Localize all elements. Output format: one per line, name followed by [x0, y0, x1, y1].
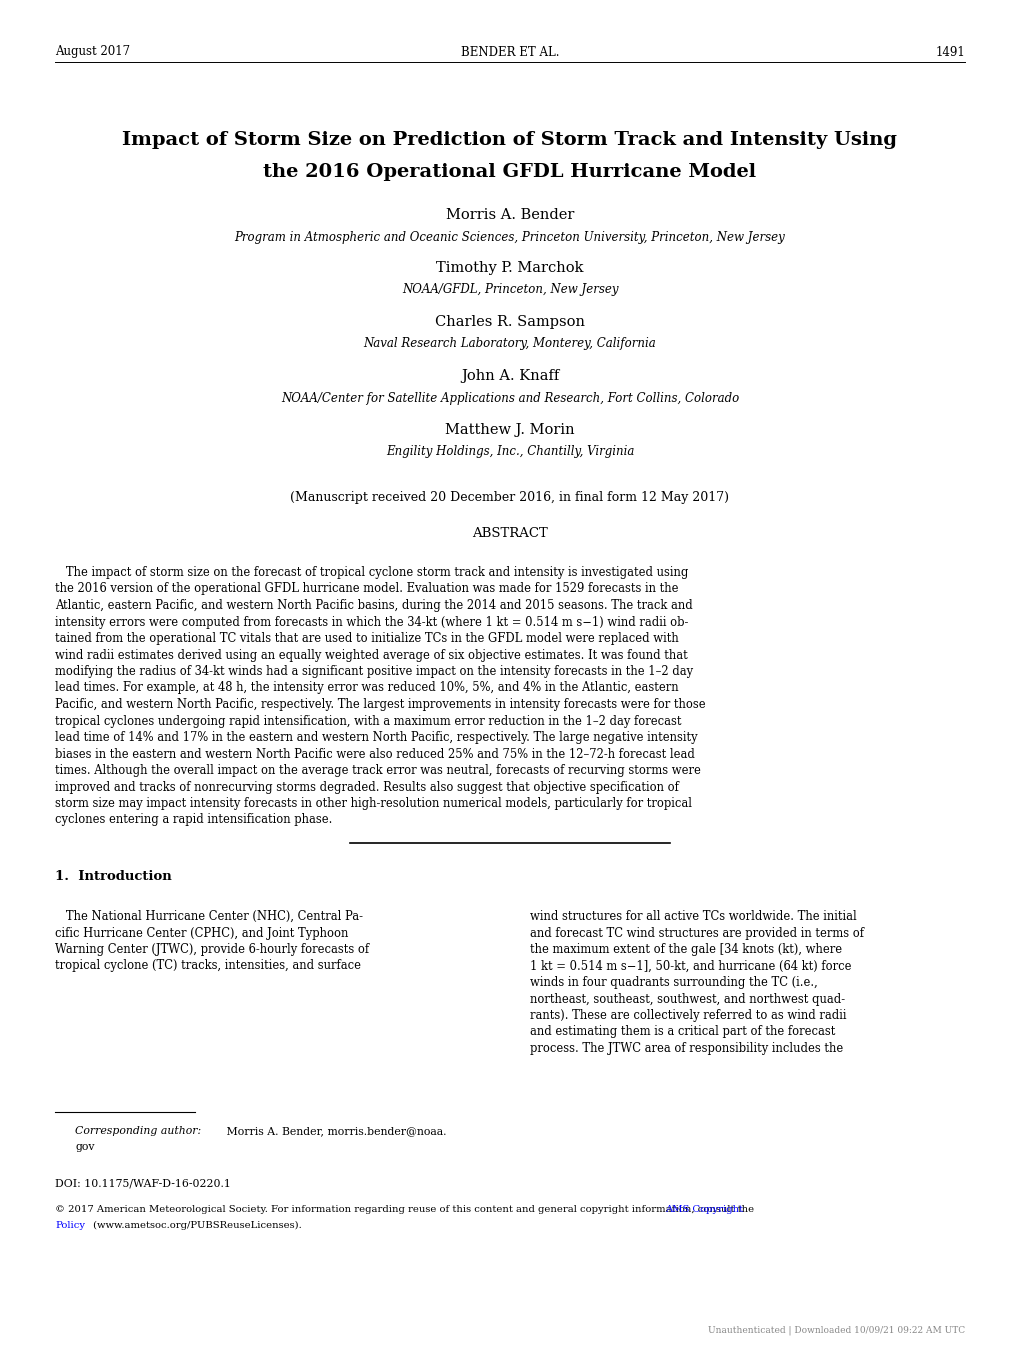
Text: Policy: Policy [55, 1221, 85, 1229]
Text: Program in Atmospheric and Oceanic Sciences, Princeton University, Princeton, Ne: Program in Atmospheric and Oceanic Scien… [234, 230, 785, 243]
Text: the 2016 Operational GFDL Hurricane Model: the 2016 Operational GFDL Hurricane Mode… [263, 163, 756, 181]
Text: Pacific, and western North Pacific, respectively. The largest improvements in in: Pacific, and western North Pacific, resp… [55, 698, 705, 711]
Text: winds in four quadrants surrounding the TC (i.e.,: winds in four quadrants surrounding the … [530, 976, 817, 989]
Text: 1.  Introduction: 1. Introduction [55, 870, 171, 884]
Text: wind structures for all active TCs worldwide. The initial: wind structures for all active TCs world… [530, 910, 856, 923]
Text: Atlantic, eastern Pacific, and western North Pacific basins, during the 2014 and: Atlantic, eastern Pacific, and western N… [55, 598, 692, 612]
Text: Charles R. Sampson: Charles R. Sampson [434, 316, 585, 329]
Text: northeast, southeast, southwest, and northwest quad-: northeast, southeast, southwest, and nor… [530, 993, 845, 1005]
Text: NOAA/Center for Satellite Applications and Research, Fort Collins, Colorado: NOAA/Center for Satellite Applications a… [280, 392, 739, 404]
Text: Unauthenticated | Downloaded 10/09/21 09:22 AM UTC: Unauthenticated | Downloaded 10/09/21 09… [707, 1326, 964, 1336]
Text: NOAA/GFDL, Princeton, New Jersey: NOAA/GFDL, Princeton, New Jersey [401, 283, 618, 296]
Text: the maximum extent of the gale [34 knots (kt), where: the maximum extent of the gale [34 knots… [530, 942, 842, 956]
Text: © 2017 American Meteorological Society. For information regarding reuse of this : © 2017 American Meteorological Society. … [55, 1205, 756, 1214]
Text: lead times. For example, at 48 h, the intensity error was reduced 10%, 5%, and 4: lead times. For example, at 48 h, the in… [55, 681, 678, 695]
Text: Timothy P. Marchok: Timothy P. Marchok [436, 261, 583, 275]
Text: intensity errors were computed from forecasts in which the 34-kt (where 1 kt = 0: intensity errors were computed from fore… [55, 616, 688, 628]
Text: tained from the operational TC vitals that are used to initialize TCs in the GFD: tained from the operational TC vitals th… [55, 632, 678, 645]
Text: modifying the radius of 34-kt winds had a significant positive impact on the int: modifying the radius of 34-kt winds had … [55, 665, 693, 679]
Text: biases in the eastern and western North Pacific were also reduced 25% and 75% in: biases in the eastern and western North … [55, 748, 694, 760]
Text: 1 kt = 0.514 m s−1], 50-kt, and hurricane (64 kt) force: 1 kt = 0.514 m s−1], 50-kt, and hurrican… [530, 960, 851, 972]
Text: The National Hurricane Center (NHC), Central Pa-: The National Hurricane Center (NHC), Cen… [55, 910, 363, 923]
Text: and estimating them is a critical part of the forecast: and estimating them is a critical part o… [530, 1025, 835, 1039]
Text: 1491: 1491 [934, 45, 964, 58]
Text: and forecast TC wind structures are provided in terms of: and forecast TC wind structures are prov… [530, 926, 863, 940]
Text: cific Hurricane Center (CPHC), and Joint Typhoon: cific Hurricane Center (CPHC), and Joint… [55, 926, 348, 940]
Text: Matthew J. Morin: Matthew J. Morin [444, 423, 575, 437]
Text: Warning Center (JTWC), provide 6-hourly forecasts of: Warning Center (JTWC), provide 6-hourly … [55, 942, 369, 956]
Text: wind radii estimates derived using an equally weighted average of six objective : wind radii estimates derived using an eq… [55, 649, 687, 661]
Text: the 2016 version of the operational GFDL hurricane model. Evaluation was made fo: the 2016 version of the operational GFDL… [55, 582, 678, 596]
Text: BENDER ET AL.: BENDER ET AL. [461, 45, 558, 58]
Text: Morris A. Bender: Morris A. Bender [445, 208, 574, 222]
Text: Morris A. Bender, morris.bender@noaa.: Morris A. Bender, morris.bender@noaa. [223, 1126, 446, 1136]
Text: Engility Holdings, Inc., Chantilly, Virginia: Engility Holdings, Inc., Chantilly, Virg… [385, 446, 634, 458]
Text: improved and tracks of nonrecurving storms degraded. Results also suggest that o: improved and tracks of nonrecurving stor… [55, 781, 679, 793]
Text: August 2017: August 2017 [55, 45, 130, 58]
Text: Naval Research Laboratory, Monterey, California: Naval Research Laboratory, Monterey, Cal… [363, 337, 656, 351]
Text: DOI: 10.1175/WAF-D-16-0220.1: DOI: 10.1175/WAF-D-16-0220.1 [55, 1178, 230, 1189]
Text: process. The JTWC area of responsibility includes the: process. The JTWC area of responsibility… [530, 1042, 843, 1055]
Text: (Manuscript received 20 December 2016, in final form 12 May 2017): (Manuscript received 20 December 2016, i… [290, 491, 729, 503]
Text: rants). These are collectively referred to as wind radii: rants). These are collectively referred … [530, 1009, 846, 1021]
Text: AMS Copyright: AMS Copyright [664, 1205, 743, 1214]
Text: John A. Knaff: John A. Knaff [461, 369, 558, 384]
Text: lead time of 14% and 17% in the eastern and western North Pacific, respectively.: lead time of 14% and 17% in the eastern … [55, 732, 697, 744]
Text: (www.ametsoc.org/PUBSReuseLicenses).: (www.ametsoc.org/PUBSReuseLicenses). [90, 1221, 302, 1231]
Text: gov: gov [75, 1142, 95, 1152]
Text: tropical cyclone (TC) tracks, intensities, and surface: tropical cyclone (TC) tracks, intensitie… [55, 960, 361, 972]
Text: ABSTRACT: ABSTRACT [472, 528, 547, 540]
Text: storm size may impact intensity forecasts in other high-resolution numerical mod: storm size may impact intensity forecast… [55, 797, 691, 811]
Text: tropical cyclones undergoing rapid intensification, with a maximum error reducti: tropical cyclones undergoing rapid inten… [55, 714, 681, 728]
Text: Corresponding author:: Corresponding author: [75, 1126, 201, 1136]
Text: times. Although the overall impact on the average track error was neutral, forec: times. Although the overall impact on th… [55, 764, 700, 777]
Text: cyclones entering a rapid intensification phase.: cyclones entering a rapid intensificatio… [55, 813, 332, 827]
Text: Impact of Storm Size on Prediction of Storm Track and Intensity Using: Impact of Storm Size on Prediction of St… [122, 131, 897, 150]
Text: The impact of storm size on the forecast of tropical cyclone storm track and int: The impact of storm size on the forecast… [55, 566, 688, 579]
